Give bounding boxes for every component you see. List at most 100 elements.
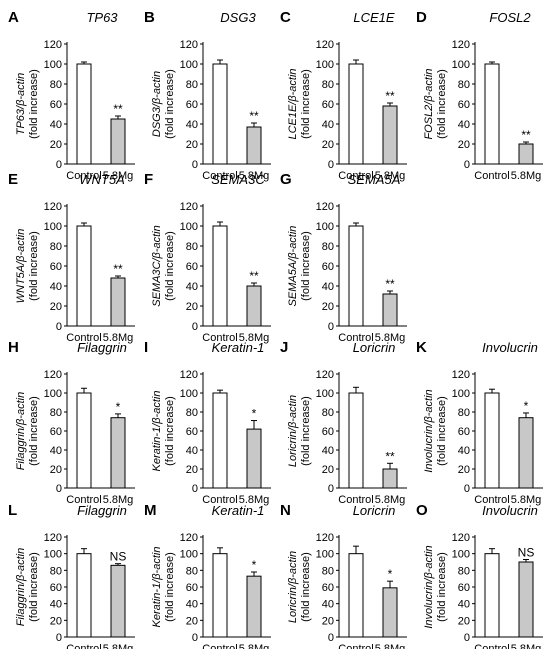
panel-f-ytick-label: 60 [186, 261, 198, 273]
panel-b-bar-treated [246, 126, 262, 165]
panel-b-ytick-label: 100 [180, 59, 198, 71]
panel-b-ytick-label: 0 [192, 159, 198, 171]
panel-g-ytick-label: 80 [322, 241, 334, 253]
panel-e-bar-control [76, 225, 92, 327]
panel-h-bar-control [76, 392, 92, 489]
panel-o-title: Involucrin [482, 503, 538, 518]
panel-g-ytick-label: 40 [322, 281, 334, 293]
panel-g-title: SEMA5A [348, 172, 401, 187]
panel-o-letter: O [416, 502, 428, 519]
panel-f-letter: F [144, 171, 153, 188]
panel-m-ylabel-line2: (fold increase) [164, 552, 176, 622]
panel-f-ylabel-line2: (fold increase) [164, 231, 176, 301]
panel-e-ytick-label: 40 [50, 281, 62, 293]
panel-a-ytick-label: 0 [56, 159, 62, 171]
panel-c-significance: ** [385, 89, 395, 103]
panel-j-category-label: 5.8Mg [375, 494, 406, 506]
panel-g-ylabel-line2: (fold increase) [300, 231, 312, 301]
panel-l-ytick-label: 100 [44, 549, 62, 561]
panel-n-ylabel-line1: Loricrin/β-actin [287, 551, 299, 623]
panel-g-ytick-label: 100 [316, 221, 334, 233]
panel-f-category-label: Control [202, 332, 237, 344]
panel-h-category-label: Control [66, 494, 101, 506]
panel-o-significance: NS [518, 546, 535, 560]
panel-i-title: Keratin-1 [212, 340, 265, 355]
panel-i-ytick-label: 100 [180, 388, 198, 400]
panel-a-letter: A [8, 9, 19, 26]
panel-c-ytick-label: 60 [322, 99, 334, 111]
panel-f-ylabel-line1: SEMA3C/β-actin [151, 225, 163, 306]
panel-k-ytick-label: 120 [452, 369, 470, 381]
panel-o-bar-control [484, 553, 500, 638]
panel-i-ytick-label: 60 [186, 426, 198, 438]
panel-a-bar-treated [110, 118, 126, 165]
panel-l-ytick-label: 40 [50, 599, 62, 611]
panel-a-ytick-label: 40 [50, 119, 62, 131]
panel-o-ytick-label: 40 [458, 599, 470, 611]
panel-k-ylabel-line2: (fold increase) [436, 396, 448, 466]
panel-h-title: Filaggrin [77, 340, 127, 355]
panel-n-ytick-label: 60 [322, 582, 334, 594]
panel-f-significance: ** [249, 269, 259, 283]
panel-g-ytick-label: 20 [322, 301, 334, 313]
panel-o-ytick-label: 0 [464, 632, 470, 644]
panel-h-bar-treated [110, 417, 126, 489]
panel-b-ylabel-line2: (fold increase) [164, 69, 176, 139]
panel-i-ytick-label: 40 [186, 445, 198, 457]
panel-f-ytick-label: 20 [186, 301, 198, 313]
panel-f-ytick-label: 40 [186, 281, 198, 293]
panel-h-category-label: 5.8Mg [103, 494, 134, 506]
panel-o-ylabel-line1: Involucrin/β-actin [423, 545, 435, 628]
panel-n-significance: * [388, 567, 393, 581]
panel-e-title: WNT5A [79, 172, 125, 187]
panel-n-letter: N [280, 502, 291, 519]
panel-g-ytick-label: 0 [328, 321, 334, 333]
panel-h-ytick-label: 120 [44, 369, 62, 381]
panel-n-ytick-label: 100 [316, 549, 334, 561]
panel-e-ytick-label: 20 [50, 301, 62, 313]
panel-h-ytick-label: 40 [50, 445, 62, 457]
panel-j-ytick-label: 100 [316, 388, 334, 400]
panel-c-ytick-label: 40 [322, 119, 334, 131]
panel-j-letter: J [280, 339, 288, 356]
panel-g-letter: G [280, 171, 292, 188]
panel-j-bar-treated [382, 468, 398, 489]
panel-m-ytick-label: 60 [186, 582, 198, 594]
panel-c-bar-control [348, 63, 364, 165]
panel-g-bar-treated [382, 293, 398, 327]
panel-h-ytick-label: 100 [44, 388, 62, 400]
panel-l-category-label: Control [66, 643, 101, 649]
panel-m-title: Keratin-1 [212, 503, 265, 518]
panel-h-significance: * [116, 400, 121, 414]
panel-k-ylabel-line1: Involucrin/β-actin [423, 389, 435, 472]
panel-l-ytick-label: 0 [56, 632, 62, 644]
panel-i-ylabel-line2: (fold increase) [164, 396, 176, 466]
panel-m-ytick-label: 0 [192, 632, 198, 644]
panel-f-bar-treated [246, 285, 262, 327]
panel-l-significance: NS [110, 550, 127, 564]
panel-l-ylabel-line2: (fold increase) [28, 552, 40, 622]
panel-d-category-label: Control [474, 170, 509, 182]
panel-m-letter: M [144, 502, 157, 519]
panel-k-category-label: Control [474, 494, 509, 506]
panel-m-bar-treated [246, 575, 262, 638]
panel-b-letter: B [144, 9, 155, 26]
panel-f-title: SEMA3C [211, 172, 265, 187]
panel-c-title: LCE1E [353, 10, 395, 25]
panel-j-category-label: Control [338, 494, 373, 506]
panel-h-ylabel-line2: (fold increase) [28, 396, 40, 466]
panel-b-significance: ** [249, 109, 259, 123]
panel-i-ylabel-line1: Keratin-1/β-actin [151, 391, 163, 472]
panel-h-ylabel-line1: Filaggrin/β-actin [15, 392, 27, 470]
panel-a-significance: ** [113, 102, 123, 116]
panel-d-title: FOSL2 [489, 10, 531, 25]
panel-j-title: Loricrin [353, 340, 396, 355]
panel-d-ylabel-line1: FOSL2/β-actin [423, 68, 435, 139]
panel-m-ytick-label: 20 [186, 615, 198, 627]
panel-o-ytick-label: 20 [458, 615, 470, 627]
panel-n-ylabel-line2: (fold increase) [300, 552, 312, 622]
panel-a-ytick-label: 80 [50, 79, 62, 91]
panel-j-ytick-label: 40 [322, 445, 334, 457]
panel-b-ytick-label: 20 [186, 139, 198, 151]
